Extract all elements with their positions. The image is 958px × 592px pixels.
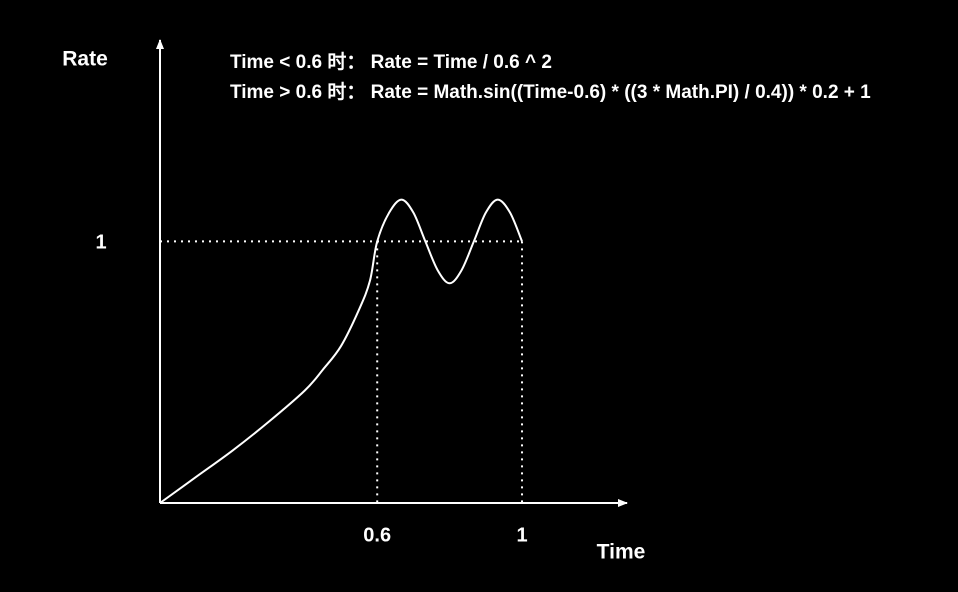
y-axis-label: Rate [62,48,108,71]
y-tick-label: 1 [95,232,106,254]
x-tick-label: 1 [516,524,527,546]
annotation: Time > 0.6 时： Rate = Math.sin((Time-0.6)… [230,81,871,103]
curve [159,198,523,504]
annotation: Time < 0.6 时： Rate = Time / 0.6 ^ 2 [230,51,552,73]
x-axis-label: Time [597,541,646,564]
x-tick-label: 0.6 [363,524,391,546]
